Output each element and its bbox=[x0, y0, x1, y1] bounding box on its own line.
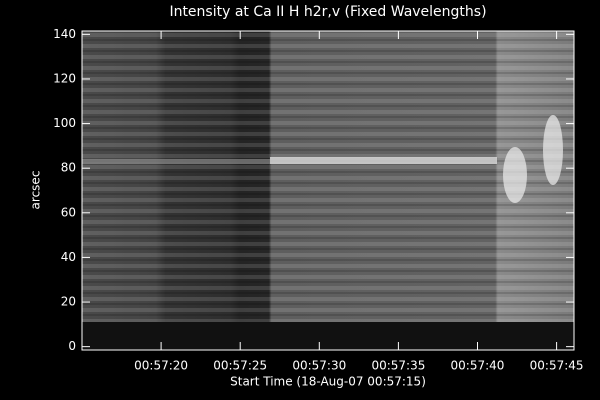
frame bbox=[81, 30, 575, 351]
y-axis-label: arcsec bbox=[29, 171, 43, 210]
x-tick-label: 00:57:35 bbox=[371, 359, 425, 373]
x-tick-label: 00:57:45 bbox=[530, 359, 584, 373]
image bbox=[82, 31, 574, 350]
y-tick-label: 140 bbox=[53, 27, 76, 41]
y-tick-label: 40 bbox=[61, 250, 76, 264]
x-tick-label: 00:57:20 bbox=[134, 359, 188, 373]
bright-feature bbox=[503, 147, 527, 203]
x-tick-label: 00:57:30 bbox=[292, 359, 346, 373]
image-stripes bbox=[82, 31, 574, 322]
chart-title: Intensity at Ca II H h2r,v (Fixed Wavele… bbox=[169, 4, 486, 20]
bright-feature bbox=[82, 159, 270, 164]
y-tick-label: 120 bbox=[53, 71, 76, 85]
y-tick-label: 20 bbox=[61, 295, 76, 309]
bright-feature bbox=[543, 115, 563, 185]
image-gap bbox=[82, 322, 574, 350]
x-axis-label: Start Time (18-Aug-07 00:57:15) bbox=[230, 375, 426, 389]
y-tick-label: 100 bbox=[53, 116, 76, 130]
x-tick-label: 00:57:25 bbox=[213, 359, 267, 373]
y-tick-label: 80 bbox=[61, 161, 76, 175]
y-tick-label: 60 bbox=[61, 205, 76, 219]
x-tick-label: 00:57:40 bbox=[451, 359, 505, 373]
y-tick-label: 0 bbox=[68, 339, 76, 353]
bright-feature bbox=[270, 157, 497, 164]
